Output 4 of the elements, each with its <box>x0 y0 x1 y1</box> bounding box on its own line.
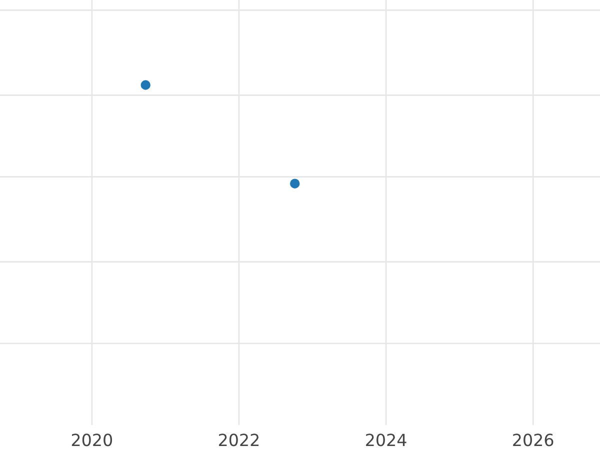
x-tick-label: 2020 <box>72 434 112 446</box>
x-tick-label: 2022 <box>218 434 259 446</box>
x-tick-label: 2026 <box>513 434 554 446</box>
x-tick-label: 2024 <box>366 434 406 446</box>
